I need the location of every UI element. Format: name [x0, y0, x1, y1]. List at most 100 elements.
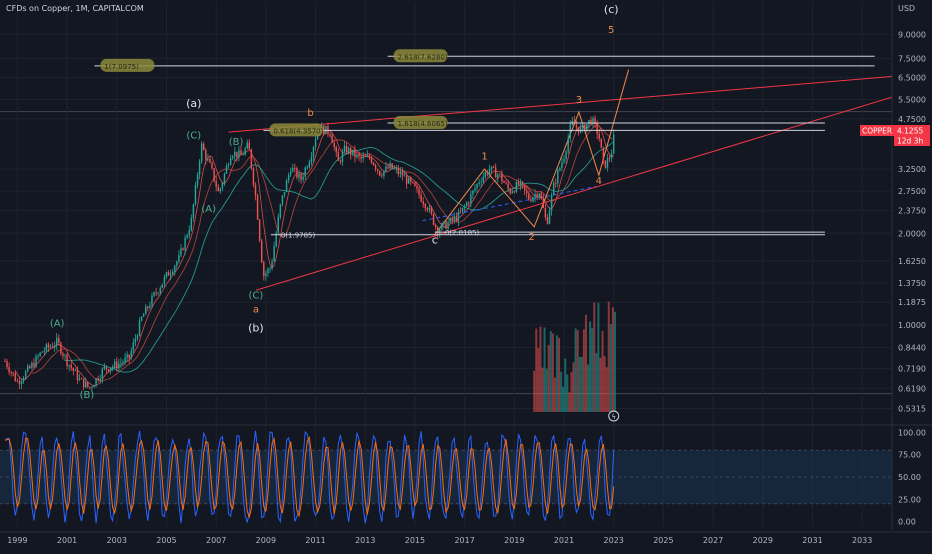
price-badge-price: 4.1255 [897, 127, 923, 136]
candle-body [6, 361, 8, 368]
candle-body [308, 162, 311, 168]
y-tick-label: 7.5000 [898, 55, 926, 64]
candle-body [118, 363, 120, 369]
candle-body [447, 222, 449, 229]
candle-body [161, 283, 164, 288]
candle-body [84, 382, 87, 388]
wave-label: (A) [201, 204, 216, 215]
candle-body [238, 150, 240, 158]
candle-body [548, 210, 551, 224]
x-tick-label: 2027 [703, 536, 723, 545]
grid-lines [0, 2, 892, 526]
currency-label: USD [898, 4, 915, 13]
candle-body [111, 366, 114, 369]
stoch-tick-label: 75.00 [898, 451, 921, 460]
candle-body [275, 232, 277, 247]
candle-body [180, 248, 182, 256]
candle-body [347, 148, 350, 153]
candle-body [252, 168, 255, 185]
volume-bar [576, 330, 579, 412]
volume-bar [543, 327, 546, 412]
candle-body [484, 172, 487, 177]
volume-bar [605, 367, 608, 412]
candle-body [312, 147, 315, 158]
candle-body [153, 292, 155, 296]
candle-body [196, 174, 199, 185]
candle-body [552, 182, 555, 196]
fib-level-label: 0(1.9785) [281, 232, 316, 240]
candle-body [399, 171, 402, 174]
candle-body [300, 173, 302, 180]
lower-trend-line [255, 96, 893, 291]
candle-body [542, 198, 545, 208]
candle-body [451, 217, 453, 221]
candle-body [82, 378, 85, 388]
volume-bar [566, 374, 569, 412]
candle-body [24, 371, 27, 379]
volume-bar [555, 335, 558, 412]
candle-body [474, 188, 476, 191]
candle-body [306, 167, 308, 169]
candle-body [503, 181, 505, 183]
candle-body [333, 142, 335, 148]
candle-body [360, 156, 362, 159]
y-tick-label: 5.5000 [898, 96, 926, 105]
candle-body [130, 350, 132, 359]
candle-body [205, 149, 207, 160]
y-tick-label: 6.5000 [898, 73, 926, 82]
fib-level-label: 2.618(7.6280) [398, 53, 448, 61]
y-tick-label: 4.7500 [898, 115, 926, 124]
candle-body [381, 175, 383, 177]
candle-body [606, 157, 609, 168]
candle-body [513, 191, 516, 193]
candle-body [488, 169, 491, 175]
wave-label: 3 [576, 95, 582, 106]
candle-body [586, 124, 588, 131]
x-tick-label: 2013 [355, 536, 375, 545]
candle-body [8, 367, 10, 373]
candle-body [337, 152, 340, 161]
y-tick-label: 0.8440 [898, 343, 926, 352]
candle-body [544, 207, 547, 218]
candle-body [93, 385, 95, 388]
candle-body [459, 211, 462, 213]
candle-body [329, 133, 331, 136]
candle-body [519, 181, 522, 185]
fib-level-highlight [269, 123, 324, 137]
candle-body [507, 183, 509, 189]
candle-body [242, 154, 244, 156]
candle-body [151, 295, 153, 306]
candle-body [145, 306, 147, 315]
volume-bar [553, 377, 556, 412]
volume-bar [593, 302, 596, 412]
candle-body [302, 176, 304, 180]
candle-body [285, 180, 288, 193]
fib-levels[interactable]: 2.618(7.6280) 1(7.0975) 1.618(4.6065) 0.618… [94, 49, 875, 240]
candle-body [581, 124, 584, 128]
candle-body [194, 184, 197, 205]
candle-body [149, 305, 151, 309]
candle-body [27, 366, 29, 372]
volume-bar [549, 331, 552, 412]
candle-body [463, 205, 466, 208]
x-tick-label: 2011 [305, 536, 325, 545]
candle-body [457, 211, 460, 221]
candle-body [596, 123, 598, 134]
candle-body [550, 195, 553, 211]
volume-bar [611, 307, 614, 412]
wave-label: (c) [604, 3, 619, 16]
candle-body [436, 227, 439, 235]
candle-body [472, 190, 474, 195]
candle-body [232, 156, 234, 159]
volume-bar [591, 327, 594, 412]
candle-body [364, 156, 366, 158]
candle-body [14, 373, 17, 381]
candle-body [227, 164, 230, 166]
lightning-icon-glyph: ϟ [611, 413, 616, 421]
candle-body [155, 292, 157, 294]
candle-body [557, 170, 559, 184]
candle-body [584, 124, 586, 131]
candle-body [515, 182, 518, 193]
candle-body [486, 172, 489, 175]
